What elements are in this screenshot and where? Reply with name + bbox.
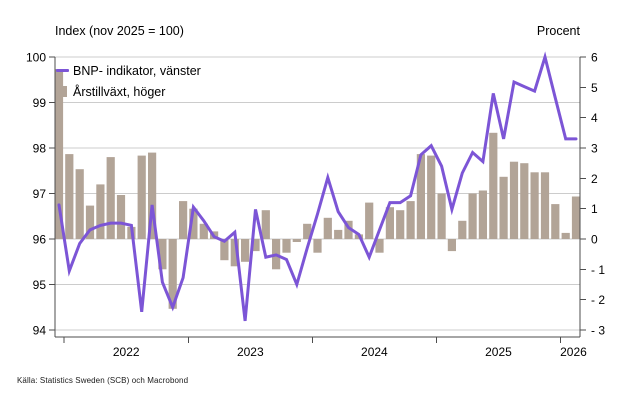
svg-text:94: 94 <box>33 324 47 338</box>
svg-text:2026: 2026 <box>560 345 587 359</box>
legend-item-bar: Årstillväxt, höger <box>56 81 201 102</box>
line-marker-icon <box>56 68 69 73</box>
legend-item-line: BNP- indikator, vänster <box>56 60 201 81</box>
svg-text:2023: 2023 <box>237 345 264 359</box>
svg-text:96: 96 <box>33 233 47 247</box>
svg-text:3: 3 <box>591 142 598 156</box>
svg-text:99: 99 <box>33 96 47 110</box>
svg-text:4: 4 <box>591 111 598 125</box>
svg-text:2024: 2024 <box>361 345 388 359</box>
legend: BNP- indikator, vänster Årstillväxt, hög… <box>56 60 201 102</box>
svg-text:0: 0 <box>591 233 598 247</box>
svg-text:- 2: - 2 <box>591 293 605 307</box>
svg-text:6: 6 <box>591 51 598 65</box>
svg-text:1: 1 <box>591 202 598 216</box>
svg-text:97: 97 <box>33 187 47 201</box>
svg-text:- 3: - 3 <box>591 324 605 338</box>
right-axis-title: Procent <box>536 24 580 38</box>
legend-label-bar: Årstillväxt, höger <box>73 84 166 99</box>
svg-text:100: 100 <box>26 51 46 65</box>
svg-text:2025: 2025 <box>485 345 512 359</box>
svg-text:- 1: - 1 <box>591 263 605 277</box>
svg-text:95: 95 <box>33 278 47 292</box>
svg-text:98: 98 <box>33 142 47 156</box>
source-note: Källa: Statistics Sweden (SCB) och Macro… <box>17 376 189 385</box>
bar-marker-icon <box>56 86 67 97</box>
legend-label-line: BNP- indikator, vänster <box>73 63 201 78</box>
left-axis-title: Index (nov 2025 = 100) <box>55 24 184 38</box>
svg-text:2022: 2022 <box>113 345 140 359</box>
svg-text:5: 5 <box>591 81 598 95</box>
svg-text:2: 2 <box>591 172 598 186</box>
